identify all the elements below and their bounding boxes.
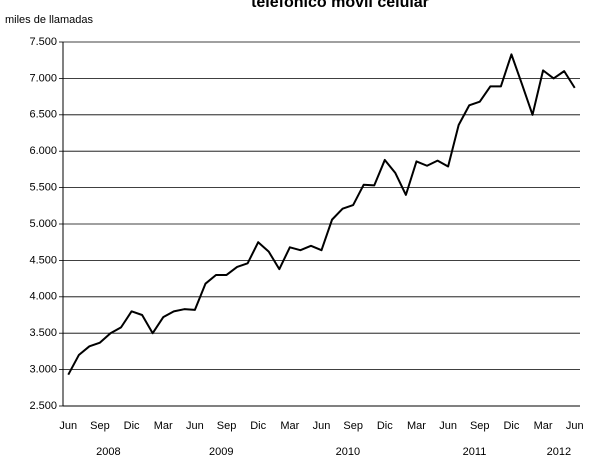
y-tick-label: 5.000 <box>29 218 57 230</box>
year-label: 2010 <box>336 446 360 458</box>
x-tick-label: Mar <box>154 420 173 432</box>
x-tick-label: Jun <box>186 420 204 432</box>
y-tick-label: 7.500 <box>29 36 57 48</box>
year-label: 2011 <box>463 446 487 458</box>
x-tick-label: Mar <box>407 420 426 432</box>
year-label: 2009 <box>209 446 233 458</box>
x-tick-label: Dic <box>377 420 393 432</box>
y-axis-label: miles de llamadas <box>5 14 94 26</box>
x-tick-label: Dic <box>124 420 140 432</box>
y-tick-label: 3.500 <box>29 327 57 339</box>
y-tick-label: 7.000 <box>29 72 57 84</box>
x-tick-label: Sep <box>217 420 237 432</box>
y-tick-label: 2.500 <box>29 400 57 412</box>
y-tick-label: 6.000 <box>29 145 57 157</box>
y-tick-label: 6.500 <box>29 109 57 121</box>
x-tick-label: Sep <box>343 420 363 432</box>
x-tick-label: Dic <box>503 420 519 432</box>
data-line <box>67 53 576 376</box>
y-tick-label: 3.000 <box>29 364 57 376</box>
x-tick-label: Jun <box>59 420 77 432</box>
x-tick-label: Sep <box>470 420 490 432</box>
x-tick-label: Jun <box>566 420 584 432</box>
x-tick-label: Mar <box>280 420 299 432</box>
x-tick-label: Mar <box>534 420 553 432</box>
year-label: 2012 <box>547 446 571 458</box>
chart-title: telefónico móvil celular <box>251 0 429 11</box>
y-tick-label: 5.500 <box>29 182 57 194</box>
x-tick-label: Dic <box>250 420 266 432</box>
x-tick-label: Jun <box>313 420 331 432</box>
year-label: 2008 <box>96 446 120 458</box>
y-tick-label: 4.000 <box>29 291 57 303</box>
y-tick-label: 4.500 <box>29 254 57 266</box>
x-tick-label: Jun <box>439 420 457 432</box>
x-tick-label: Sep <box>90 420 110 432</box>
